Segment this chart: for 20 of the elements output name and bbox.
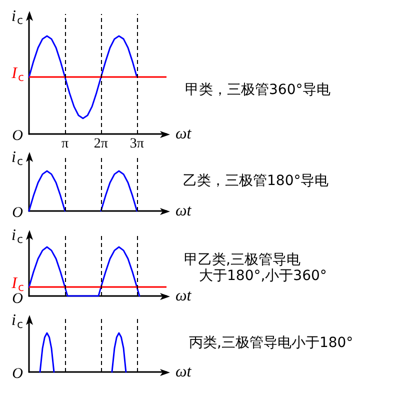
x-axis-title: ωt — [176, 126, 192, 142]
x-tick-label: 3π — [130, 136, 144, 152]
text: 丙类,三极管导电小于180° — [189, 335, 354, 351]
text: 大于180°,小于360° — [199, 268, 327, 284]
y-axis-title: i$_{c}$ — [11, 8, 23, 27]
text: 甲类，三极管360°导电 — [185, 82, 331, 98]
text: O — [12, 205, 24, 221]
x-axis-title: ωt — [176, 364, 192, 380]
x-tick-label: π — [61, 136, 69, 152]
x-axis-title: ωt — [176, 288, 192, 304]
y-axis-title: i$_{c}$ — [11, 149, 23, 168]
text: O — [12, 128, 24, 144]
ref-line-label: I$_{c}$ — [12, 65, 24, 84]
x-axis-title: ωt — [176, 202, 192, 220]
text: 乙类，三极管180°导电 — [183, 173, 329, 189]
x-tick-label: 2π — [94, 136, 108, 152]
text: O — [12, 366, 24, 382]
y-axis-title: i$_{c}$ — [11, 227, 23, 246]
text: 甲乙类,三极管导电 — [184, 252, 300, 268]
y-axis-title: i$_{c}$ — [11, 312, 23, 331]
